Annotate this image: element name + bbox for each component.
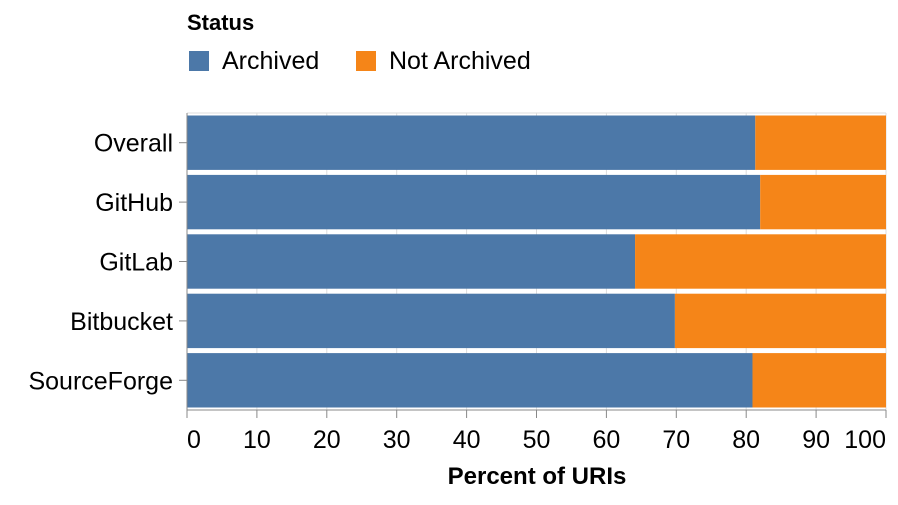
x-tick-label-60: 60 [592, 426, 620, 454]
legend-label-not-archived: Not Archived [389, 47, 531, 75]
x-axis: 0 10 20 30 40 50 60 70 80 90 100 [186, 409, 887, 454]
x-tick-label-0: 0 [187, 426, 201, 454]
bar-github-not-archived [760, 174, 886, 230]
legend-title: Status [187, 10, 254, 35]
y-axis: Overall GitHub GitLab Bitbucket SourceForge [28, 113, 188, 410]
y-tick-label-gitlab: GitLab [99, 249, 173, 277]
x-tick-label-50: 50 [523, 426, 551, 454]
x-tick-label-100: 100 [844, 426, 886, 454]
y-tick-label-sourceforge: SourceForge [28, 367, 173, 395]
x-tick-label-80: 80 [732, 426, 760, 454]
bars [187, 115, 886, 408]
legend: Status Archived Not Archived [187, 10, 531, 75]
y-tick-label-bitbucket: Bitbucket [70, 308, 173, 336]
bar-overall-archived [187, 115, 756, 170]
legend-swatch-archived [189, 51, 209, 71]
legend-label-archived: Archived [222, 47, 319, 75]
bar-bitbucket-archived [187, 293, 675, 349]
y-tick-label-github: GitHub [95, 189, 173, 217]
bar-bitbucket-not-archived [674, 293, 886, 349]
x-tick-label-10: 10 [243, 426, 271, 454]
x-tick-label-70: 70 [662, 426, 690, 454]
bar-gitlab-not-archived [635, 234, 886, 289]
legend-swatch-not-archived [356, 51, 376, 71]
x-axis-title: Percent of URIs [448, 463, 627, 490]
bar-overall-not-archived [755, 115, 886, 170]
y-tick-label-overall: Overall [94, 130, 173, 158]
x-tick-label-30: 30 [383, 426, 411, 454]
bar-gitlab-archived [187, 234, 636, 289]
x-tick-label-40: 40 [453, 426, 481, 454]
bar-github-archived [187, 174, 761, 230]
x-tick-label-90: 90 [802, 426, 830, 454]
bar-sourceforge-not-archived [752, 353, 886, 408]
x-tick-label-20: 20 [313, 426, 341, 454]
bar-sourceforge-archived [187, 353, 753, 408]
